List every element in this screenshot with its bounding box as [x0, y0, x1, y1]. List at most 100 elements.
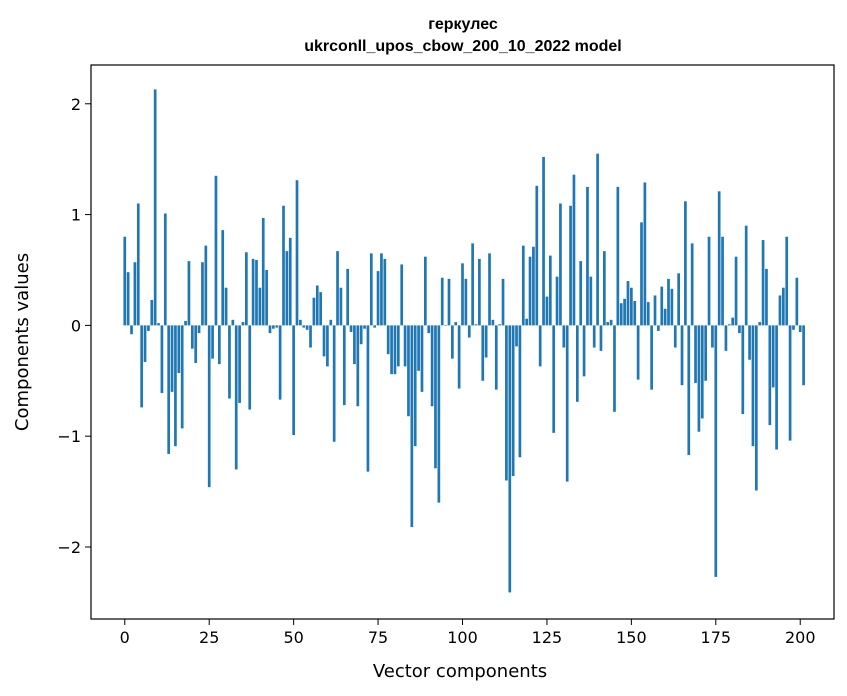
bar-170 — [697, 325, 701, 432]
bar-147 — [619, 303, 623, 326]
bar-63 — [336, 251, 339, 326]
bar-130 — [562, 325, 566, 348]
bar-6 — [143, 325, 147, 362]
bar-112 — [501, 278, 505, 326]
bar-196 — [785, 236, 789, 326]
bar-165 — [680, 325, 684, 386]
bar-15 — [174, 325, 177, 447]
bar-53 — [302, 325, 306, 328]
bar-89 — [423, 256, 427, 326]
bar-108 — [488, 253, 491, 326]
bar-18 — [184, 320, 187, 326]
bar-124 — [542, 156, 545, 326]
bar-17 — [180, 325, 184, 429]
bar-183 — [741, 325, 745, 415]
bar-137 — [586, 186, 589, 326]
bar-45 — [275, 325, 279, 328]
bar-87 — [417, 325, 420, 371]
bar-75 — [376, 271, 380, 326]
bar-88 — [420, 325, 424, 392]
bar-29 — [221, 230, 225, 326]
bar-68 — [353, 325, 356, 365]
bar-60 — [326, 325, 329, 367]
bar-116 — [515, 325, 518, 347]
bar-126 — [548, 255, 552, 326]
bar-76 — [380, 253, 383, 326]
bar-175 — [714, 325, 718, 577]
bar-90 — [427, 325, 431, 334]
bar-32 — [231, 319, 235, 326]
bar-139 — [592, 325, 596, 348]
bar-111 — [498, 324, 502, 326]
bar-80 — [393, 325, 397, 375]
bar-74 — [373, 325, 377, 328]
bar-194 — [778, 295, 782, 326]
bar-105 — [478, 258, 481, 326]
bar-35 — [241, 322, 245, 326]
bar-150 — [630, 287, 633, 326]
bar-142 — [602, 251, 606, 326]
bar-55 — [309, 325, 312, 348]
bar-167 — [687, 325, 691, 456]
bar-107 — [484, 325, 488, 358]
bar-92 — [434, 325, 437, 469]
bar-121 — [532, 246, 535, 326]
bar-96 — [447, 278, 451, 326]
y-tick-label-1: −1 — [57, 427, 81, 446]
bar-103 — [471, 243, 474, 326]
x-axis: 0 25 50 75 100 125 150 175 200 — [120, 619, 816, 647]
bar-77 — [383, 258, 387, 326]
bar-123 — [538, 325, 542, 367]
bar-153 — [640, 222, 643, 326]
bar-191 — [768, 325, 772, 426]
bar-71 — [363, 325, 366, 329]
bar-72 — [366, 325, 370, 472]
bar-66 — [346, 268, 350, 326]
bar-199 — [795, 277, 799, 326]
bar-41 — [261, 217, 265, 326]
bar-134 — [575, 325, 579, 402]
bar-95 — [444, 325, 447, 326]
bar-51 — [295, 180, 299, 326]
bar-104 — [474, 324, 478, 326]
bar-172 — [704, 325, 708, 381]
bar-84 — [407, 325, 410, 417]
bar-174 — [711, 325, 714, 348]
bar-78 — [386, 325, 390, 355]
bar-79 — [390, 325, 393, 375]
chart-title: геркулес — [428, 16, 498, 33]
bar-50 — [292, 325, 295, 436]
bar-118 — [521, 245, 525, 326]
y-tick-label-3: 1 — [71, 206, 81, 225]
bar-9 — [153, 89, 157, 326]
bar-44 — [272, 325, 275, 329]
bar-82 — [400, 264, 404, 326]
bar-120 — [528, 256, 532, 326]
bar-81 — [396, 325, 400, 367]
bar-127 — [552, 325, 556, 433]
bar-4 — [136, 203, 140, 326]
y-tick-label-0: −2 — [57, 538, 81, 557]
bar-125 — [545, 296, 549, 326]
bar-49 — [288, 237, 292, 326]
x-tick-label-125: 125 — [532, 628, 563, 647]
bar-171 — [700, 325, 704, 419]
bar-42 — [265, 269, 268, 326]
bar-144 — [609, 319, 613, 326]
bar-30 — [224, 287, 228, 326]
bar-36 — [245, 252, 248, 326]
bars-group — [123, 89, 805, 593]
bar-181 — [734, 256, 738, 326]
bar-114 — [508, 325, 512, 593]
bar-23 — [201, 262, 204, 326]
bar-187 — [754, 325, 758, 491]
y-axis-label: Components values — [12, 253, 33, 431]
bar-179 — [727, 324, 731, 326]
bar-64 — [339, 287, 343, 326]
bar-21 — [194, 325, 198, 364]
bar-161 — [667, 278, 670, 326]
bar-182 — [738, 325, 741, 334]
bar-192 — [771, 325, 775, 388]
